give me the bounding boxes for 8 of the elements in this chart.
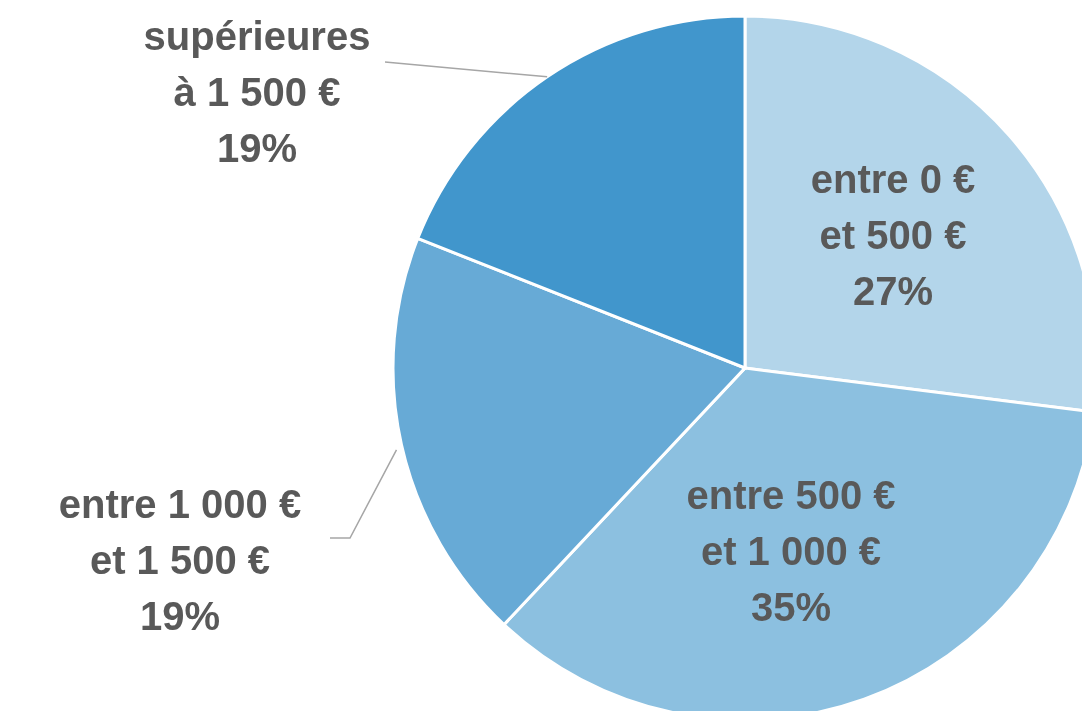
data-label: 19% <box>139 594 221 638</box>
data-label: 27% <box>852 269 934 313</box>
data-label: 35% <box>750 585 832 629</box>
slice-label: entre 1 000 € et 1 500 € <box>58 482 302 582</box>
slice-label: entre 0 € et 500 € <box>810 157 976 257</box>
slice-label: entre 500 € et 1 000 € <box>686 473 896 573</box>
slice-label: supérieures à 1 500 € <box>143 14 371 114</box>
data-label: 19% <box>216 126 298 170</box>
